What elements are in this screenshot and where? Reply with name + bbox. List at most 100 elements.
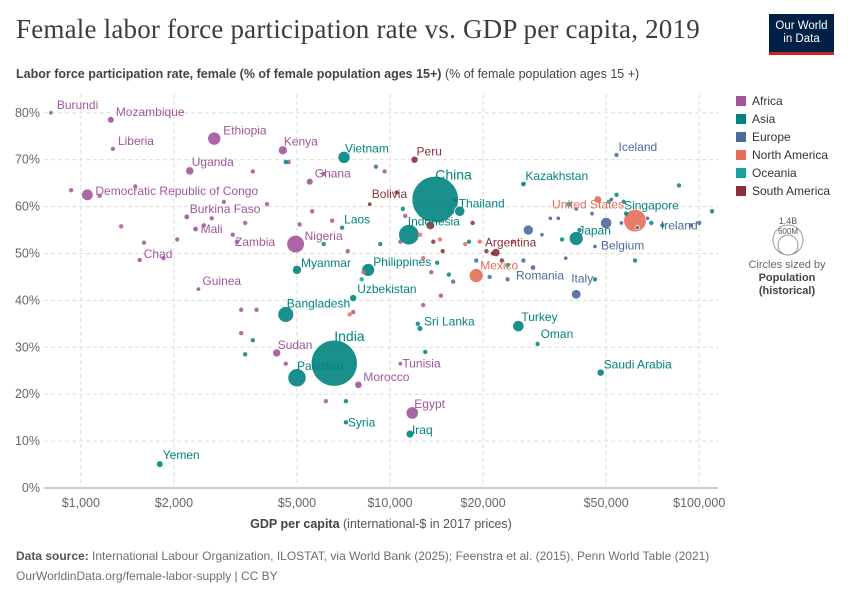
point — [347, 312, 352, 317]
point-italy — [571, 289, 582, 300]
point-label: Romania — [516, 269, 564, 283]
legend-item-africa[interactable]: Africa — [736, 94, 783, 108]
point-oman — [535, 341, 540, 347]
legend-label: Europe — [752, 130, 791, 144]
point — [589, 211, 595, 217]
y-tick-label: 50% — [15, 246, 40, 260]
point-turkey — [512, 320, 525, 333]
point — [697, 220, 702, 226]
point-united-states — [623, 209, 647, 233]
point — [283, 159, 288, 165]
point-mexico — [468, 268, 484, 283]
point-label: Japan — [578, 223, 611, 237]
source-label: Data source: — [16, 549, 89, 563]
point-sudan — [272, 348, 282, 358]
point — [209, 216, 214, 221]
point — [321, 171, 326, 176]
point — [440, 248, 445, 254]
chart-subtitle: Labor force participation rate, female (… — [16, 67, 639, 81]
legend-label: Oceania — [752, 166, 797, 180]
point-label: Sri Lanka — [424, 315, 475, 329]
point — [547, 215, 553, 221]
point — [343, 399, 349, 404]
point — [431, 239, 436, 244]
legend-item-south-america[interactable]: South America — [736, 184, 830, 198]
point-thailand — [454, 205, 466, 217]
point-nigeria — [286, 234, 305, 254]
source-text: International Labour Organization, ILOST… — [92, 549, 710, 563]
point-label: Argentina — [485, 236, 537, 250]
point — [462, 241, 468, 247]
point — [555, 215, 561, 221]
point-label: Burkina Faso — [190, 202, 261, 216]
point — [634, 225, 640, 231]
x-tick-label: $50,000 — [584, 496, 629, 510]
legend-label: South America — [752, 184, 831, 198]
point — [373, 164, 379, 169]
point — [709, 209, 715, 214]
point — [477, 239, 482, 244]
y-tick-label: 30% — [15, 340, 40, 354]
point-label: Nigeria — [305, 229, 343, 243]
point-label: Philippines — [373, 255, 431, 269]
point — [201, 223, 207, 228]
point-label: Iraq — [412, 423, 433, 437]
owid-logo[interactable]: Our World in Data — [769, 14, 834, 55]
point — [297, 222, 302, 227]
x-tick-label: $2,000 — [155, 496, 193, 510]
point — [238, 331, 244, 336]
legend-swatch — [736, 150, 746, 160]
point — [221, 199, 227, 205]
point-label: Chad — [144, 247, 173, 261]
legend-label: Africa — [752, 94, 783, 108]
point — [254, 307, 259, 312]
point-zambia — [234, 238, 241, 245]
point — [118, 224, 124, 229]
size-legend-caption: Circles sized by Population (historical) — [732, 259, 842, 298]
point — [420, 255, 426, 261]
x-tick-label: $100,000 — [673, 496, 725, 510]
y-tick-label: 20% — [15, 387, 40, 401]
point — [510, 239, 516, 244]
point — [321, 241, 326, 247]
point-iceland — [614, 152, 619, 158]
point-syria — [343, 419, 349, 426]
footer-url[interactable]: OurWorldinData.org/female-labor-supply |… — [16, 569, 278, 583]
point — [452, 197, 458, 202]
point-kazakhstan — [520, 181, 527, 188]
point-myanmar — [292, 264, 302, 275]
subtitle-rest: (% of female population ages 15 +) — [444, 67, 640, 81]
point-burundi — [48, 110, 54, 116]
point-label: Sudan — [278, 338, 313, 352]
point-india — [310, 339, 358, 387]
point-label: Democratic Republic of Congo — [95, 184, 258, 198]
point — [484, 248, 489, 254]
legend-swatch — [736, 186, 746, 196]
point — [238, 307, 244, 312]
point — [446, 272, 452, 277]
x-axis-label-bold: GDP per capita — [250, 517, 343, 531]
point — [487, 274, 492, 280]
point — [400, 206, 406, 212]
point-label: India — [334, 328, 365, 344]
point-burkina-faso — [183, 213, 190, 221]
point-label: Singapore — [624, 199, 679, 213]
point-label: Oman — [541, 327, 574, 341]
point — [470, 220, 475, 226]
y-tick-label: 40% — [15, 293, 40, 307]
point — [676, 183, 682, 188]
x-tick-label: $20,000 — [461, 496, 506, 510]
logo-line-2: in Data — [783, 33, 820, 45]
point — [350, 309, 356, 315]
size-legend-big: 1.4B — [778, 216, 798, 226]
point-ghana — [306, 177, 314, 186]
point-iraq — [405, 429, 415, 439]
legend-item-europe[interactable]: Europe — [736, 130, 791, 144]
point-uzbekistan — [349, 294, 358, 302]
x-tick-label: $10,000 — [367, 496, 412, 510]
legend-item-north-america[interactable]: North America — [736, 148, 828, 162]
legend-item-asia[interactable]: Asia — [736, 112, 775, 126]
point-sri-lanka — [416, 325, 424, 332]
legend-item-oceania[interactable]: Oceania — [736, 166, 797, 180]
y-tick-label: 70% — [15, 153, 40, 167]
